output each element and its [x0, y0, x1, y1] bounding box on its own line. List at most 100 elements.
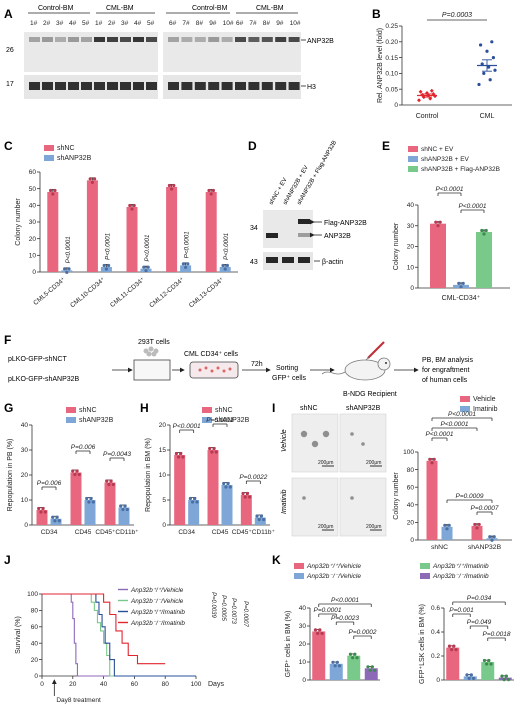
d-band-actin-1 — [282, 257, 294, 263]
i-cat-0-imatinib-dot-2 — [447, 523, 451, 527]
h-xlabel-2: CD45⁺CD11b⁺ — [232, 529, 276, 536]
h-chart: shNC shANP32B 0 5 10 15 20 Repopulation in BM (… — [145, 407, 276, 536]
e-group-2-bar — [476, 231, 492, 288]
j-legend-label-3: Anp32b⁻/⁻/Imatinib — [130, 620, 185, 627]
b-point-0-1 — [428, 96, 433, 101]
k-left-group-2-bar — [347, 655, 361, 680]
h-cmp-1-pvalue: P=0.0011 — [206, 417, 234, 424]
a-band-right-h3-1 — [181, 82, 193, 90]
a-lane-left-9: 5# — [147, 20, 155, 27]
a-lane-left-1: 2# — [43, 20, 51, 27]
g-cat-2-shanp-bar — [118, 507, 130, 525]
g-legend-label-0: shNC — [79, 407, 97, 414]
c-cat-3-shanp-dot-2 — [186, 262, 190, 266]
k-right-cmp-0-pvalue: P=0.034 — [467, 595, 492, 602]
i-chart: Vehicle Imatinib 0 20 40 60 80 100 Colony number… — [393, 396, 512, 551]
i-xlabel-1: shANP32B — [468, 544, 502, 551]
i-col-label-shanp32b: shANP32B — [346, 405, 381, 412]
c-ytick-label-4: 40 — [29, 203, 37, 210]
a-band-left-anp-9 — [146, 37, 157, 42]
d-band-actin-2 — [298, 257, 310, 263]
k-legend-swatch-1 — [294, 573, 304, 579]
a-band-right-h3-8 — [275, 82, 287, 90]
c-cat-0-shnc-dot-2 — [53, 188, 57, 193]
j-pvalue-0: P=0.0039 — [210, 592, 216, 619]
f-step-sorting: Sorting — [276, 365, 298, 372]
g-cat-1-shnc-dot-2 — [75, 469, 79, 473]
a-mw-26: 26 — [6, 47, 14, 54]
f-step-cml-cells: CML CD34⁺ cells — [184, 351, 239, 358]
a-band-right-anp-7 — [261, 37, 273, 42]
panel-c: C shNC shANP32B 0 10 20 30 40 50 60 Colony number… — [4, 139, 238, 309]
b-xlabel-1: CML — [480, 113, 495, 120]
g-cat-2-shanp-dot-1 — [121, 507, 125, 512]
h-cat-1-shnc-dot-0 — [208, 446, 212, 451]
g-cat-0-shnc-dot-1 — [39, 510, 43, 514]
c-cat-0-shanp-dot-2 — [67, 267, 71, 271]
f-mouse-icon — [321, 357, 391, 381]
i-cmp-1-pvalue: P<0.0001 — [440, 421, 468, 428]
h-cat-2-shnc-dot-0 — [241, 491, 245, 496]
i-micrograph-0-colony-2 — [322, 430, 330, 438]
a-band-right-h3-0 — [168, 82, 179, 90]
k-right-group-3-dot-1 — [502, 678, 506, 682]
panel-d: D shNC + EV shANP32B + EV shANP32B + Fla… — [248, 139, 367, 270]
d-band-actin-0 — [266, 257, 278, 263]
c-cat-0-shnc-dot-1 — [51, 192, 55, 196]
j-xtick-label-3: 60 — [131, 681, 139, 688]
c-cat-4-shnc-dot-1 — [209, 192, 213, 196]
a-band-right-h3-4 — [221, 82, 233, 90]
b-point-1-4 — [487, 65, 491, 69]
i-ytick-label-4: 80 — [407, 467, 415, 474]
i-scale-label-2: 200μm — [318, 524, 333, 530]
c-cat-2-shanp-dot-1 — [144, 269, 148, 273]
i-cmp-4-pvalue: P=0.0007 — [470, 505, 498, 512]
k-left-ytick-label-1: 10 — [299, 659, 307, 666]
c-cat-1-shnc-dot-0 — [88, 177, 92, 181]
g-cat-2-shanp-dot-3 — [125, 507, 129, 512]
panel-g: G shNC shANP32B 0 10 20 30 40 Repopulation in P… — [4, 401, 139, 536]
c-ytick-label-2: 20 — [29, 236, 37, 243]
k-right-ylabel: GFP⁺LSK cells in BM (%) — [419, 604, 426, 684]
c-cat-4-shnc-dot-0 — [207, 188, 211, 193]
k-left-group-3-bar — [364, 668, 378, 680]
g-cat-2-shanp-dot-0 — [119, 504, 123, 508]
g-cat-2-shnc-dot-1 — [107, 482, 111, 487]
b-point-1-8 — [479, 43, 483, 47]
i-cat-0-imatinib-dot-1 — [445, 527, 449, 531]
c-legend-swatch-1 — [44, 155, 54, 161]
g-legend-swatch-1 — [66, 417, 76, 423]
k-left-ytick-label-3: 30 — [299, 623, 307, 630]
panel-letter-g: G — [4, 401, 13, 415]
b-ytick-label-0: 0 — [394, 102, 398, 109]
e-group-1-dot-2 — [461, 281, 465, 285]
a-band-left-h3-7 — [120, 82, 131, 90]
k-legend-swatch-0 — [294, 563, 304, 569]
k-right-cmp-1-pvalue: P=0.001 — [449, 607, 474, 614]
c-cat-0-shnc-dot-0 — [49, 188, 53, 193]
b-point-0-0 — [417, 98, 421, 103]
k-left-cmp-0-pvalue: P=0.0001 — [313, 607, 341, 614]
k-right-group-2-dot-1 — [485, 662, 489, 666]
k-left-ytick-label-0: 0 — [302, 677, 306, 684]
h-cat-0-shanp-dot-0 — [188, 496, 192, 501]
b-point-1-2 — [482, 71, 486, 75]
i-scale-label-3: 200μm — [366, 524, 381, 530]
f-dish-cml — [189, 361, 239, 379]
k-legend-label-3: Anp32b⁻/⁻/Imatinib — [432, 573, 489, 580]
b-point-1-1 — [488, 78, 492, 82]
f-step-72h: 72h — [251, 361, 263, 368]
c-pvalue-4: P<0.0001 — [223, 233, 230, 260]
c-xlabel-2: CML11-CD34⁺ — [109, 276, 147, 309]
k-left-cmp-3-pvalue: P=0.0002 — [348, 629, 376, 636]
h-cat-1-shanp-dot-2 — [226, 481, 230, 486]
a-left-header-control: Control-BM — [38, 5, 74, 12]
k-left-group-3-dot-1 — [368, 668, 372, 672]
b-point-1-9 — [490, 40, 494, 44]
g-cat-0-shnc-dot-0 — [37, 506, 41, 511]
i-micrograph-1-colony-0 — [350, 432, 354, 436]
a-band-left-h3-0 — [29, 82, 40, 90]
d-mw-43: 43 — [250, 259, 258, 266]
k-legend-swatch-2 — [420, 563, 430, 569]
k-left-group-0-dot-0 — [313, 628, 318, 632]
